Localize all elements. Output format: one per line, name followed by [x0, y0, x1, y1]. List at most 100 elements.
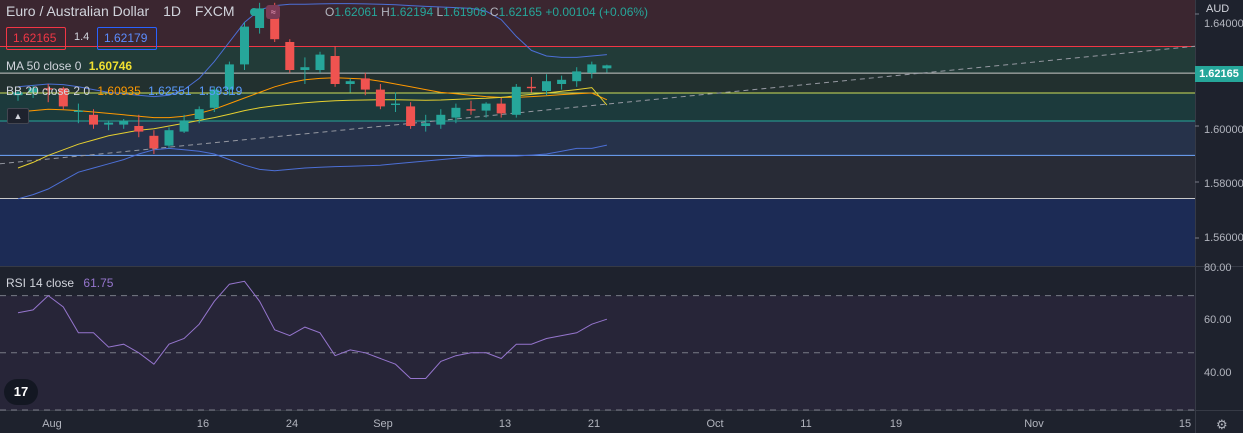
bb-upper-line — [17, 3, 607, 98]
candle-body — [285, 42, 295, 70]
candle-body — [240, 26, 249, 65]
candle-body — [149, 135, 159, 149]
time-tick: Aug — [42, 418, 62, 430]
candle-body — [511, 86, 521, 115]
buy-button[interactable]: 1.62179 — [97, 27, 157, 50]
source-label: FXCM — [194, 3, 235, 19]
symbol-name[interactable]: Euro / Australian Dollar — [6, 3, 150, 19]
rsi-tick: 40.00 — [1204, 367, 1232, 379]
rsi-label: RSI 14 close — [6, 276, 75, 290]
gear-icon[interactable]: ⚙ — [1216, 417, 1228, 432]
candlestick-series[interactable] — [13, 2, 612, 154]
candle-body — [134, 126, 144, 132]
candle-body — [270, 8, 280, 40]
candle-body — [451, 107, 461, 118]
candle-body — [587, 64, 597, 73]
candle-body — [572, 71, 582, 82]
price-tick: 1.56000 — [1204, 232, 1243, 244]
bollinger-bands — [17, 3, 608, 200]
candle-body — [255, 8, 265, 28]
zone-support — [0, 198, 1195, 266]
candle-body — [104, 122, 114, 125]
bb-legend[interactable]: BB 20 close 2 0 1.60935 1.62551 1.59319 — [6, 84, 242, 98]
candle-body — [300, 67, 310, 70]
candle-body — [194, 109, 204, 119]
ma-value: 1.60746 — [88, 59, 133, 73]
time-tick: 11 — [800, 418, 812, 430]
candle-body — [375, 89, 385, 107]
rsi-tick: 80.00 — [1204, 262, 1232, 274]
rsi-legend[interactable]: RSI 14 close 61.75 — [6, 276, 113, 290]
candle-body — [209, 89, 219, 108]
zone — [0, 155, 1195, 199]
price-tick: 1.60000 — [1204, 124, 1243, 136]
time-tick: 21 — [587, 418, 601, 430]
candle-body — [224, 64, 234, 90]
sell-button[interactable]: 1.62165 — [6, 27, 66, 50]
time-tick: 15 — [1178, 418, 1192, 430]
candle-body — [345, 81, 355, 84]
ma-label: MA 50 close 0 — [6, 59, 82, 73]
wave-icon[interactable]: ≈ — [266, 5, 281, 20]
bb-label: BB 20 close 2 0 — [6, 84, 91, 98]
candle-body — [391, 103, 400, 105]
candle-body — [481, 103, 491, 111]
candle-body — [179, 120, 189, 132]
rsi-value: 61.75 — [83, 276, 114, 290]
market-status-icon — [250, 8, 259, 17]
currency-selector[interactable]: AUD — [1206, 3, 1230, 15]
candle-body — [360, 78, 370, 90]
bb-basis-line — [17, 77, 608, 119]
candle-body — [436, 114, 446, 125]
candle-body — [421, 123, 431, 126]
change-value: +0.00104 (+0.06%) — [545, 5, 649, 19]
price-tick: 1.64000 — [1204, 18, 1243, 30]
candle-body — [13, 92, 23, 96]
zone — [0, 73, 1195, 93]
ma50-line — [17, 87, 608, 169]
candle-body — [89, 114, 98, 125]
ma-legend[interactable]: MA 50 close 0 1.60746 — [6, 59, 132, 73]
time-tick: Oct — [706, 418, 724, 430]
candle-body — [466, 109, 476, 111]
bb-lower-line — [17, 144, 608, 200]
candle-body — [557, 79, 567, 84]
candle-body — [406, 106, 416, 126]
candle-body — [330, 56, 340, 84]
candle-body — [315, 54, 325, 70]
collapse-legend-button[interactable]: ▲ — [7, 108, 29, 124]
trendline — [0, 45, 1196, 165]
bb-upper-value: 1.62551 — [148, 84, 192, 98]
rsi-tick: 60.00 — [1204, 314, 1232, 326]
candle-body — [496, 103, 506, 114]
zone-resistance — [0, 0, 1195, 47]
time-tick: 16 — [196, 418, 210, 430]
time-tick: 19 — [889, 418, 903, 430]
ohlc-readout: O1.62061 H1.62194 L1.61908 C1.62165 +0.0… — [325, 5, 649, 19]
tradingview-logo[interactable]: 17 — [4, 379, 38, 405]
rsi-line — [17, 280, 608, 379]
symbol-header[interactable]: Euro / Australian Dollar 1D FXCM ≈ — [6, 3, 281, 20]
time-tick: Sep — [373, 418, 393, 430]
candle-body — [164, 130, 174, 146]
current-price-label: 1.62165 — [1195, 66, 1243, 82]
bb-basis-value: 1.60935 — [97, 84, 141, 98]
bb-lower-value: 1.59319 — [198, 84, 243, 98]
zone — [0, 120, 1195, 156]
candle-body — [73, 110, 83, 112]
candle-body — [602, 65, 612, 69]
candle-body — [526, 86, 536, 89]
candle-body — [542, 81, 551, 91]
candle-body — [119, 120, 129, 125]
candle-body — [43, 88, 53, 90]
timeframe-label[interactable]: 1D — [163, 3, 181, 19]
candle-body — [58, 88, 68, 107]
price-tick: 1.58000 — [1204, 178, 1243, 190]
time-tick: 13 — [498, 418, 512, 430]
spread-value: 1.4 — [74, 31, 90, 43]
candle-body — [28, 88, 38, 93]
rsi-pane[interactable] — [0, 280, 1195, 411]
zone — [0, 46, 1195, 74]
